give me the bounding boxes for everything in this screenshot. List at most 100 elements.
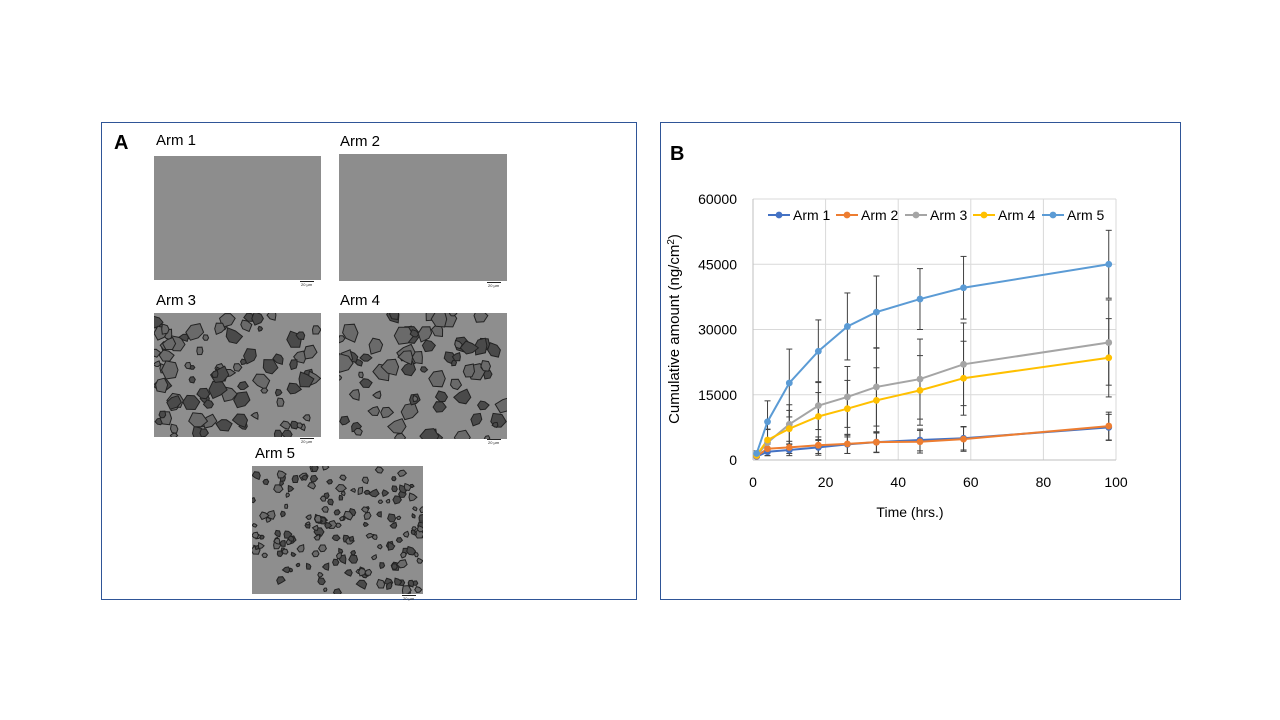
- particle: [434, 390, 449, 403]
- particle: [449, 378, 463, 391]
- particle: [314, 514, 322, 523]
- particle: [491, 421, 499, 428]
- particle: [307, 482, 317, 490]
- scale-bar-label: 20 µm: [301, 439, 313, 444]
- particle: [188, 376, 196, 384]
- particle: [419, 366, 429, 373]
- particle: [406, 545, 417, 556]
- particle: [380, 358, 400, 376]
- particle: [397, 350, 414, 366]
- particle: [459, 340, 480, 355]
- particle: [335, 551, 342, 560]
- particle: [430, 313, 448, 328]
- particle: [322, 466, 330, 471]
- particle: [394, 432, 407, 439]
- particle: [379, 562, 386, 570]
- particle: [414, 551, 419, 558]
- particle: [202, 399, 214, 409]
- particle: [296, 544, 305, 553]
- particle: [376, 511, 382, 518]
- particle: [372, 390, 382, 400]
- particle: [363, 511, 372, 520]
- particle: [209, 365, 230, 384]
- panel-b-letter: B: [670, 143, 685, 165]
- particle: [311, 524, 319, 531]
- particle: [279, 539, 286, 547]
- image-label-arm-4: Arm 4: [340, 292, 381, 309]
- particle: [377, 499, 384, 504]
- particle: [232, 363, 243, 372]
- particle: [419, 506, 423, 514]
- micrograph-arm-4: [339, 313, 507, 439]
- particle: [291, 474, 299, 483]
- particle: [480, 360, 492, 372]
- particle: [240, 319, 253, 333]
- particle: [453, 429, 471, 439]
- particle: [262, 478, 270, 486]
- particle: [365, 532, 375, 539]
- particle: [309, 474, 319, 483]
- particle: [432, 401, 447, 413]
- particle: [261, 552, 269, 559]
- particle: [252, 496, 256, 504]
- particle: [338, 494, 344, 501]
- particle: [311, 550, 320, 558]
- particle: [376, 578, 386, 589]
- particle: [279, 510, 286, 518]
- particle: [262, 359, 279, 375]
- panel-b: B: [660, 122, 1181, 600]
- particle: [411, 513, 416, 519]
- particle: [333, 509, 341, 516]
- particle: [327, 498, 334, 506]
- particle: [353, 427, 363, 436]
- particle: [154, 360, 161, 368]
- particle: [259, 511, 270, 521]
- particle: [302, 414, 311, 422]
- particle: [311, 466, 319, 473]
- particle: [349, 488, 356, 494]
- particle: [339, 353, 354, 374]
- particle: [494, 397, 507, 414]
- particle: [410, 529, 416, 536]
- scale-bar-label: 20 µm: [488, 440, 500, 445]
- particle: [295, 331, 306, 341]
- particle: [290, 551, 297, 557]
- particle: [387, 418, 407, 434]
- particle: [391, 563, 398, 570]
- micrograph-arm-5: [252, 466, 423, 594]
- particle: [397, 469, 408, 478]
- particle: [321, 506, 329, 513]
- particle: [417, 326, 433, 343]
- particle: [276, 550, 284, 558]
- particle: [470, 412, 483, 427]
- particle: [391, 476, 397, 482]
- particle: [260, 387, 269, 394]
- particle: [161, 336, 177, 351]
- particle: [289, 359, 298, 371]
- particle: [448, 313, 458, 317]
- particle: [368, 488, 380, 498]
- particle: [218, 313, 236, 328]
- particle: [304, 521, 311, 526]
- particle: [380, 406, 395, 419]
- particle-texture: [339, 313, 507, 439]
- particle: [158, 349, 175, 362]
- particle: [335, 483, 348, 493]
- particle: [350, 550, 357, 556]
- particle: [348, 535, 355, 542]
- scale-bar-label: 20 µm: [403, 596, 415, 601]
- particle: [154, 348, 162, 358]
- particle: [421, 339, 437, 353]
- particle: [476, 400, 490, 411]
- scale-bar: [487, 282, 501, 283]
- particle: [414, 586, 423, 594]
- image-label-arm-2: Arm 2: [340, 133, 381, 150]
- particle-texture: [154, 313, 321, 437]
- particle: [317, 577, 326, 586]
- particle: [381, 489, 390, 497]
- particle: [301, 474, 308, 481]
- particle: [400, 402, 419, 421]
- particle: [250, 411, 259, 420]
- particle: [279, 480, 285, 487]
- particle: [395, 515, 402, 521]
